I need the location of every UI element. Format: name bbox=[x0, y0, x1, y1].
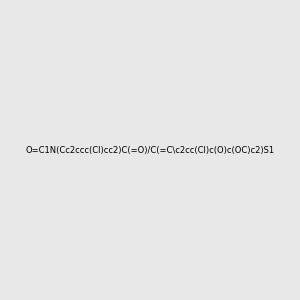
Text: O=C1N(Cc2ccc(Cl)cc2)C(=O)/C(=C\c2cc(Cl)c(O)c(OC)c2)S1: O=C1N(Cc2ccc(Cl)cc2)C(=O)/C(=C\c2cc(Cl)c… bbox=[26, 146, 275, 154]
